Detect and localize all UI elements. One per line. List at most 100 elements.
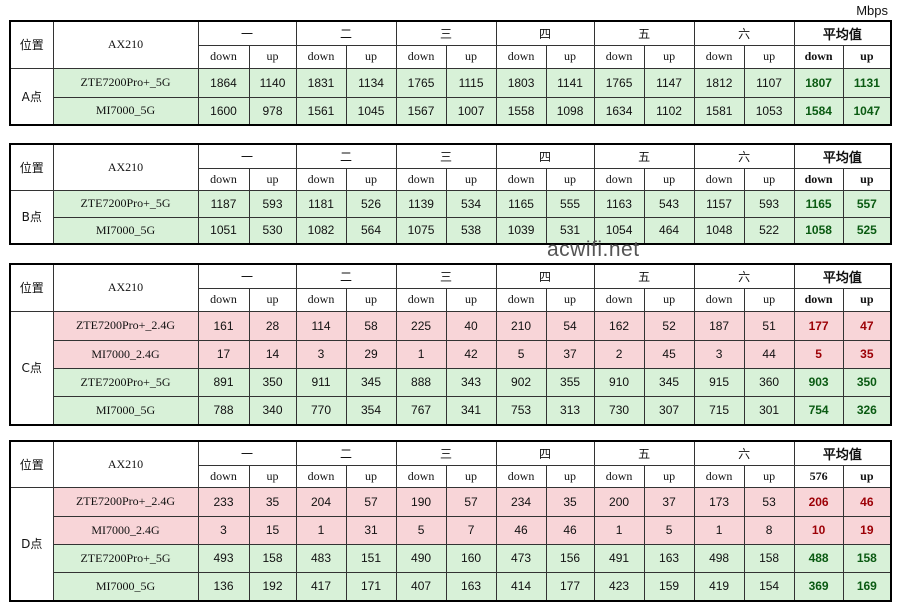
- value-cell: 1567: [395, 96, 447, 126]
- value-cell: 1803: [495, 67, 547, 98]
- value-cell: 1: [693, 515, 745, 545]
- value-cell: 788: [197, 395, 250, 426]
- value-cell: 45: [643, 339, 695, 369]
- corner-cell: 位置: [9, 20, 54, 69]
- data-row: MI7000_2.4G 3 15 1 31 5 7 46 46 1 5 1 8 10 19: [10, 515, 892, 545]
- average-cell: 488: [793, 543, 844, 573]
- value-cell: 307: [643, 395, 695, 426]
- subheader: up: [743, 44, 795, 69]
- subheader: up: [545, 44, 595, 69]
- device-cell: MI7000_5G: [52, 216, 199, 245]
- subheader: up: [842, 287, 892, 312]
- average-cell: 5: [793, 339, 844, 369]
- group-header: 五: [593, 20, 695, 46]
- subheader: up: [345, 287, 397, 312]
- average-cell: 557: [842, 189, 892, 218]
- subheader: up: [248, 167, 297, 191]
- value-cell: 190: [395, 486, 447, 517]
- value-cell: 210: [495, 310, 547, 341]
- subheader: up: [445, 167, 497, 191]
- average-cell: 525: [842, 216, 892, 245]
- value-cell: 301: [743, 395, 795, 426]
- device-cell: MI7000_2.4G: [52, 515, 199, 545]
- value-cell: 593: [743, 189, 795, 218]
- value-cell: 473: [495, 543, 547, 573]
- adapter-cell: AX210: [52, 440, 199, 488]
- average-cell: 1047: [842, 96, 892, 126]
- value-cell: 204: [295, 486, 347, 517]
- value-cell: 7: [445, 515, 497, 545]
- average-cell: 350: [842, 367, 892, 397]
- value-cell: 354: [345, 395, 397, 426]
- group-header: 五: [593, 440, 695, 466]
- subheader: up: [643, 167, 695, 191]
- value-cell: 192: [248, 571, 297, 602]
- value-cell: 1054: [593, 216, 645, 245]
- value-cell: 1831: [295, 67, 347, 98]
- value-cell: 57: [345, 486, 397, 517]
- value-cell: 491: [593, 543, 645, 573]
- value-cell: 1134: [345, 67, 397, 98]
- data-table: 位置 AX210 一二三四五六平均值 down up down up down up down up…: [9, 440, 893, 602]
- value-cell: 114: [295, 310, 347, 341]
- subheader: down: [593, 167, 645, 191]
- group-header: 二: [295, 263, 397, 289]
- value-cell: 52: [643, 310, 695, 341]
- group-header: 二: [295, 20, 397, 46]
- value-cell: 37: [545, 339, 595, 369]
- value-cell: 42: [445, 339, 497, 369]
- group-header: 五: [593, 263, 695, 289]
- subheader: down: [295, 287, 347, 312]
- average-cell: 1131: [842, 67, 892, 98]
- average-cell: 35: [842, 339, 892, 369]
- value-cell: 1181: [295, 189, 347, 218]
- average-cell: 46: [842, 486, 892, 517]
- value-cell: 57: [445, 486, 497, 517]
- device-cell: ZTE7200Pro+_2.4G: [52, 310, 199, 341]
- subheader: up: [445, 44, 497, 69]
- average-cell: 158: [842, 543, 892, 573]
- value-cell: 1082: [295, 216, 347, 245]
- group-header: 二: [295, 440, 397, 466]
- average-cell: 47: [842, 310, 892, 341]
- value-cell: 3: [295, 339, 347, 369]
- data-row: B点 ZTE7200Pro+_5G 1187 593 1181 526 1139 534 116…: [9, 189, 892, 245]
- group-header: 一: [197, 143, 297, 169]
- value-cell: 53: [743, 486, 795, 517]
- subheader: up: [643, 44, 695, 69]
- value-cell: 531: [545, 216, 595, 245]
- value-cell: 136: [197, 571, 250, 602]
- group-header: 六: [693, 440, 795, 466]
- value-cell: 1139: [395, 189, 447, 218]
- value-cell: 417: [295, 571, 347, 602]
- subheader: down: [593, 287, 645, 312]
- group-header: 三: [395, 20, 497, 46]
- value-cell: 158: [743, 543, 795, 573]
- device-cell: MI7000_5G: [52, 395, 199, 426]
- subheader: up: [743, 287, 795, 312]
- value-cell: 530: [248, 216, 297, 245]
- value-cell: 37: [643, 486, 695, 517]
- value-cell: 1053: [743, 96, 795, 126]
- subheader: up: [743, 167, 795, 191]
- data-row: D点 ZTE7200Pro+_2.4G 233 35 204 57 190 57 234 35 20…: [9, 486, 892, 602]
- subheader: up: [545, 287, 595, 312]
- subheader: down: [495, 287, 547, 312]
- value-cell: 187: [693, 310, 745, 341]
- value-cell: 493: [197, 543, 250, 573]
- value-cell: 160: [445, 543, 497, 573]
- value-cell: 3: [693, 339, 745, 369]
- value-cell: 538: [445, 216, 497, 245]
- subheader: up: [545, 464, 595, 488]
- subheader: up: [345, 44, 397, 69]
- header-row: 位置 AX210 一二三四五六平均值: [9, 440, 892, 488]
- value-cell: 915: [693, 367, 745, 397]
- group-header: 一: [197, 263, 297, 289]
- subheader: down: [693, 44, 745, 69]
- corner-cell: 位置: [9, 143, 54, 191]
- value-cell: 767: [395, 395, 447, 426]
- subheader: down: [295, 167, 347, 191]
- group-header: 平均值: [793, 440, 892, 466]
- group-header: 四: [495, 20, 595, 46]
